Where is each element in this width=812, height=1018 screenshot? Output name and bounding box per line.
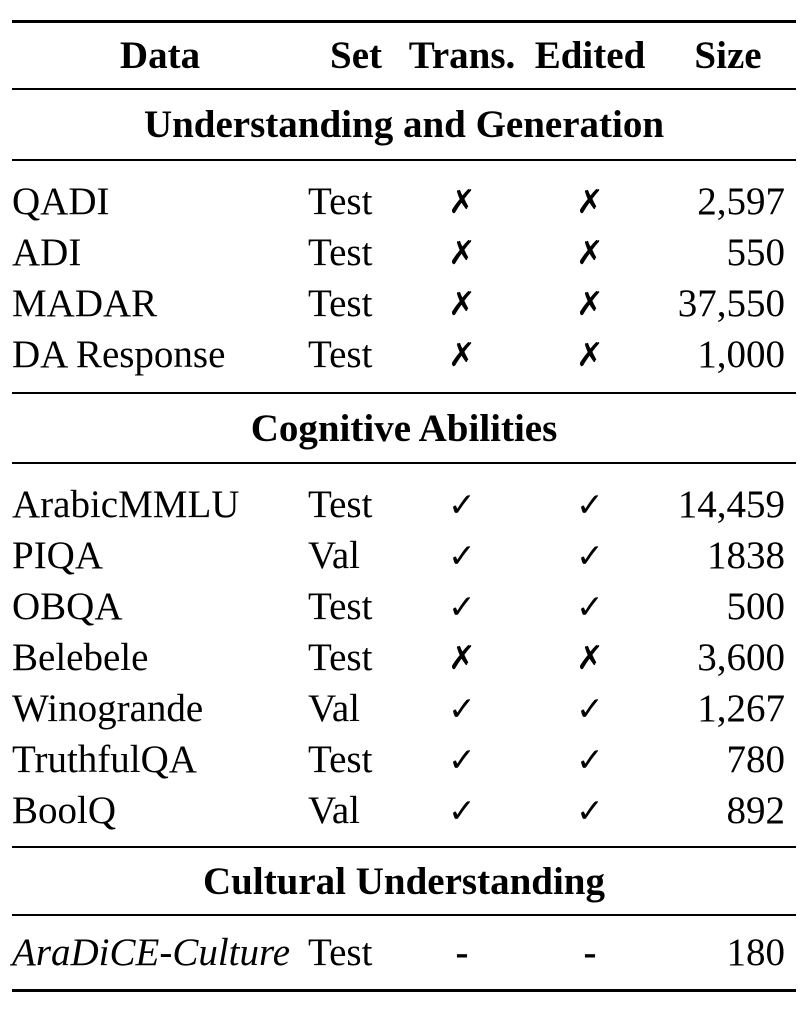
cross-icon: ✗ [448, 284, 476, 323]
check-icon: ✓ [448, 587, 476, 626]
dataset-name: AraDiCE-Culture [12, 931, 291, 974]
dataset-name: BoolQ [12, 789, 117, 832]
check-icon: ✓ [576, 536, 604, 575]
section-title-cognitive-abilities: Cognitive Abilities [250, 406, 558, 450]
section-rows-cultural-understanding: AraDiCE-Culture Test - - 180 [12, 916, 796, 989]
set-cell: Test [308, 483, 373, 526]
set-cell: Test [308, 636, 373, 679]
cross-icon: ✗ [448, 638, 476, 677]
section-title-cultural-understanding: Cultural Understanding [203, 859, 605, 903]
table-row: DA Response Test ✗ ✗ 1,000 [12, 329, 796, 380]
table-row: AraDiCE-Culture Test - - 180 [12, 927, 796, 978]
section-title-understanding-generation: Understanding and Generation [143, 103, 665, 146]
table-header-row: Data Set Trans. Edited Size [12, 23, 796, 88]
table-row: Winogrande Val ✓ ✓ 1,267 [12, 683, 796, 734]
size-cell: 500 [726, 585, 786, 628]
set-cell: Test [308, 333, 373, 376]
cross-icon: ✗ [448, 182, 476, 221]
dataset-name: MADAR [12, 282, 158, 325]
check-icon: ✓ [448, 791, 476, 830]
header-rule [12, 88, 796, 90]
cross-icon: ✗ [448, 335, 476, 374]
check-icon: ✓ [576, 485, 604, 524]
section-rule [12, 846, 796, 848]
bottom-rule [12, 989, 796, 992]
dash-icon: - [583, 931, 597, 974]
dataset-name: DA Response [12, 333, 226, 376]
check-icon: ✓ [448, 689, 476, 728]
size-cell: 180 [726, 931, 786, 974]
check-icon: ✓ [576, 740, 604, 779]
table-row: QADI Test ✗ ✗ 2,597 [12, 176, 796, 227]
set-cell: Test [308, 231, 373, 274]
cross-icon: ✗ [576, 335, 604, 374]
dataset-name: TruthfulQA [12, 738, 197, 781]
dataset-name: ArabicMMLU [12, 483, 240, 526]
set-cell: Test [308, 180, 373, 223]
table-row: OBQA Test ✓ ✓ 500 [12, 581, 796, 632]
section-rows-understanding-generation: QADI Test ✗ ✗ 2,597 ADI Test ✗ ✗ 550 MAD… [12, 161, 796, 392]
set-cell: Test [308, 282, 373, 325]
dataset-name: OBQA [12, 585, 123, 628]
size-cell: 37,550 [677, 282, 785, 325]
section-rule [12, 392, 796, 394]
section-rule [12, 159, 796, 161]
table-row: BoolQ Val ✓ ✓ 892 [12, 785, 796, 836]
cross-icon: ✗ [576, 284, 604, 323]
table-row: ArabicMMLU Test ✓ ✓ 14,459 [12, 479, 796, 530]
cross-icon: ✗ [448, 233, 476, 272]
table-row: MADAR Test ✗ ✗ 37,550 [12, 278, 796, 329]
section-rule [12, 914, 796, 916]
set-cell: Val [308, 534, 360, 577]
check-icon: ✓ [448, 485, 476, 524]
check-icon: ✓ [448, 740, 476, 779]
section-rows-cognitive-abilities: ArabicMMLU Test ✓ ✓ 14,459 PIQA Val ✓ ✓ … [12, 464, 796, 846]
check-icon: ✓ [448, 536, 476, 575]
check-icon: ✓ [576, 587, 604, 626]
col-header-edited: Edited [534, 34, 646, 77]
section-rule [12, 462, 796, 464]
table-row: ADI Test ✗ ✗ 550 [12, 227, 796, 278]
dataset-name: ADI [12, 231, 82, 274]
size-cell: 1,267 [697, 687, 785, 730]
col-header-trans: Trans. [408, 34, 516, 77]
size-cell: 14,459 [677, 483, 785, 526]
top-rule [12, 20, 796, 23]
dataset-name: Belebele [12, 636, 149, 679]
dash-icon: - [455, 931, 469, 974]
set-cell: Val [308, 687, 360, 730]
size-cell: 2,597 [697, 180, 785, 223]
cross-icon: ✗ [576, 182, 604, 221]
set-cell: Val [308, 789, 360, 832]
set-cell: Test [308, 738, 373, 781]
dataset-name: PIQA [12, 534, 104, 577]
set-cell: Test [308, 585, 373, 628]
col-header-size: Size [694, 34, 762, 77]
set-cell: Test [308, 931, 373, 974]
size-cell: 1,000 [697, 333, 785, 376]
check-icon: ✓ [576, 689, 604, 728]
col-header-set: Set [330, 34, 382, 77]
table-row: PIQA Val ✓ ✓ 1838 [12, 530, 796, 581]
size-cell: 550 [726, 231, 786, 274]
size-cell: 780 [726, 738, 786, 781]
cross-icon: ✗ [576, 638, 604, 677]
table-row: TruthfulQA Test ✓ ✓ 780 [12, 734, 796, 785]
check-icon: ✓ [576, 791, 604, 830]
table-row: Belebele Test ✗ ✗ 3,600 [12, 632, 796, 683]
size-cell: 892 [726, 789, 786, 832]
col-header-data: Data [119, 34, 201, 77]
size-cell: 3,600 [697, 636, 785, 679]
dataset-name: Winogrande [12, 687, 204, 730]
benchmark-table: Data Set Trans. Edited Size Understandin… [12, 20, 796, 992]
size-cell: 1838 [707, 534, 785, 577]
cross-icon: ✗ [576, 233, 604, 272]
dataset-name: QADI [12, 180, 110, 223]
